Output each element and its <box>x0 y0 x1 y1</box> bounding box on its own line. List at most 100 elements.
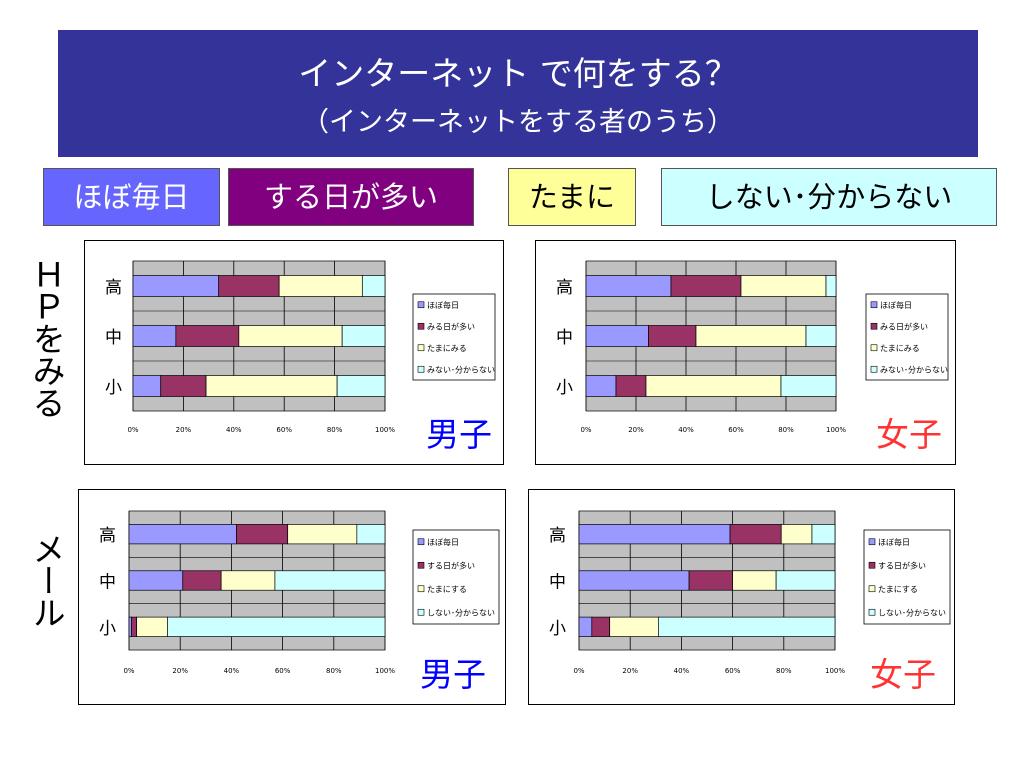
legend-label: ほぼ毎日 <box>427 300 459 310</box>
x-tick-label: 100% <box>375 426 395 434</box>
legend-label: みない･分からない <box>427 365 495 374</box>
legend-label: ほぼ毎日 <box>427 537 459 547</box>
bar-segment-often <box>175 325 240 347</box>
x-tick-label: 40% <box>674 667 690 675</box>
legend-label: しない･分からない <box>427 608 495 617</box>
bar-segment-never <box>658 616 836 637</box>
category-label: 高 <box>99 526 116 546</box>
legend-swatch-sometimes <box>868 585 876 593</box>
legend-swatch-daily <box>417 301 425 309</box>
x-tick-label: 0% <box>573 667 584 675</box>
category-label: 高 <box>105 278 122 298</box>
x-tick-label: 80% <box>327 426 343 434</box>
bar-segment-daily <box>128 524 237 545</box>
key-often: する日が多い <box>228 168 474 226</box>
row-label-mail: メール <box>27 532 66 628</box>
bar-segment-often <box>615 375 647 397</box>
legend-label: みない･分からない <box>880 365 948 374</box>
legend-box <box>412 529 500 625</box>
gender-label-mail-boys: 男子 <box>420 655 486 694</box>
bar-segment-never <box>336 375 386 397</box>
x-tick-label: 80% <box>776 667 792 675</box>
legend-box <box>865 293 949 381</box>
legend-swatch-sometimes <box>870 344 878 352</box>
bar-segment-daily <box>578 570 690 591</box>
legend-box <box>863 529 951 625</box>
bar-segment-sometimes <box>609 616 659 637</box>
legend-label: たまにする <box>878 585 918 594</box>
legend-swatch-often <box>870 322 878 330</box>
x-tick-label: 60% <box>725 667 741 675</box>
bar-segment-never <box>167 616 386 637</box>
bar-segment-never <box>811 524 836 545</box>
legend-label: ほぼ毎日 <box>880 300 912 310</box>
bar-segment-daily <box>128 570 184 591</box>
chart-web-girls: 0% 20% 40% 60% 80% 100% 高中小 ほぼ毎日 みる日が多い たまにみる みない･… <box>535 240 956 465</box>
category-label: 中 <box>105 328 122 348</box>
category-label: 高 <box>556 278 573 298</box>
x-tick-label: 0% <box>580 426 591 434</box>
key-daily: ほぼ毎日 <box>43 168 220 226</box>
slide-subtitle: （インターネットをする者のうち） <box>302 107 734 138</box>
bar-segment-daily <box>132 375 162 397</box>
legend-label: みる日が多い <box>880 321 928 331</box>
gender-label-web-girls: 女子 <box>876 415 942 454</box>
gender-label-mail-girls: 女子 <box>870 655 936 694</box>
x-tick-label: 40% <box>226 426 242 434</box>
legend-swatch-sometimes <box>417 344 425 352</box>
legend-label: する日が多い <box>878 560 926 570</box>
x-tick-label: 40% <box>678 426 694 434</box>
bar-segment-daily <box>132 325 177 347</box>
bar-segment-sometimes <box>645 375 782 397</box>
bar-segment-daily <box>585 325 649 347</box>
x-tick-label: 100% <box>375 667 395 675</box>
legend-swatch-never <box>870 365 878 373</box>
bar-segment-often <box>236 524 289 545</box>
gender-label-web-boys: 男子 <box>426 415 492 454</box>
chart-mail-boys: 0% 20% 40% 60% 80% 100% 高中小 ほぼ毎日 する日が多い たまにする しない･… <box>78 489 506 705</box>
legend-swatch-never <box>417 608 425 616</box>
chart-svg: 0% 20% 40% 60% 80% 100% 高中小 ほぼ毎日みる日が多いたまにみるみない･… <box>556 260 949 434</box>
x-tick-label: 100% <box>825 667 845 675</box>
bar-segment-often <box>131 616 138 637</box>
bar-segment-sometimes <box>780 524 813 545</box>
x-tick-label: 20% <box>622 667 638 675</box>
bar-segment-never <box>805 325 837 347</box>
legend-swatch-daily <box>870 301 878 309</box>
legend-swatch-never <box>417 365 425 373</box>
legend-swatch-often <box>868 561 876 569</box>
bar-segment-sometimes <box>238 325 343 347</box>
bar-segment-daily <box>585 375 617 397</box>
row-label-web: ＨＰをみる <box>27 258 66 418</box>
x-tick-label: 100% <box>826 426 846 434</box>
bar-segment-sometimes <box>287 524 358 545</box>
bar-segment-often <box>670 275 742 297</box>
bar-segment-sometimes <box>136 616 168 637</box>
bar-segment-often <box>218 275 280 297</box>
bar-segment-often <box>648 325 697 347</box>
x-tick-label: 80% <box>326 667 342 675</box>
x-tick-label: 60% <box>276 426 292 434</box>
category-label: 小 <box>549 619 566 639</box>
legend-swatch-daily <box>417 538 425 546</box>
legend-label: ほぼ毎日 <box>878 537 910 547</box>
bar-segment-often <box>160 375 207 397</box>
legend-label: みる日が多い <box>427 321 475 331</box>
bar-segment-sometimes <box>695 325 807 347</box>
legend-swatch-never <box>868 608 876 616</box>
x-tick-label: 0% <box>127 426 138 434</box>
x-tick-label: 20% <box>628 426 644 434</box>
bar-segment-daily <box>578 524 731 545</box>
bar-segment-never <box>274 570 386 591</box>
x-tick-label: 20% <box>176 426 192 434</box>
key-never: しない･分からない <box>661 168 997 226</box>
legend-swatch-often <box>417 322 425 330</box>
slide-title: インターネット で何をする？ <box>298 54 738 93</box>
bar-segment-never <box>341 325 386 347</box>
x-tick-label: 20% <box>172 667 188 675</box>
bar-segment-daily <box>132 275 220 297</box>
bar-segment-daily <box>128 616 132 637</box>
